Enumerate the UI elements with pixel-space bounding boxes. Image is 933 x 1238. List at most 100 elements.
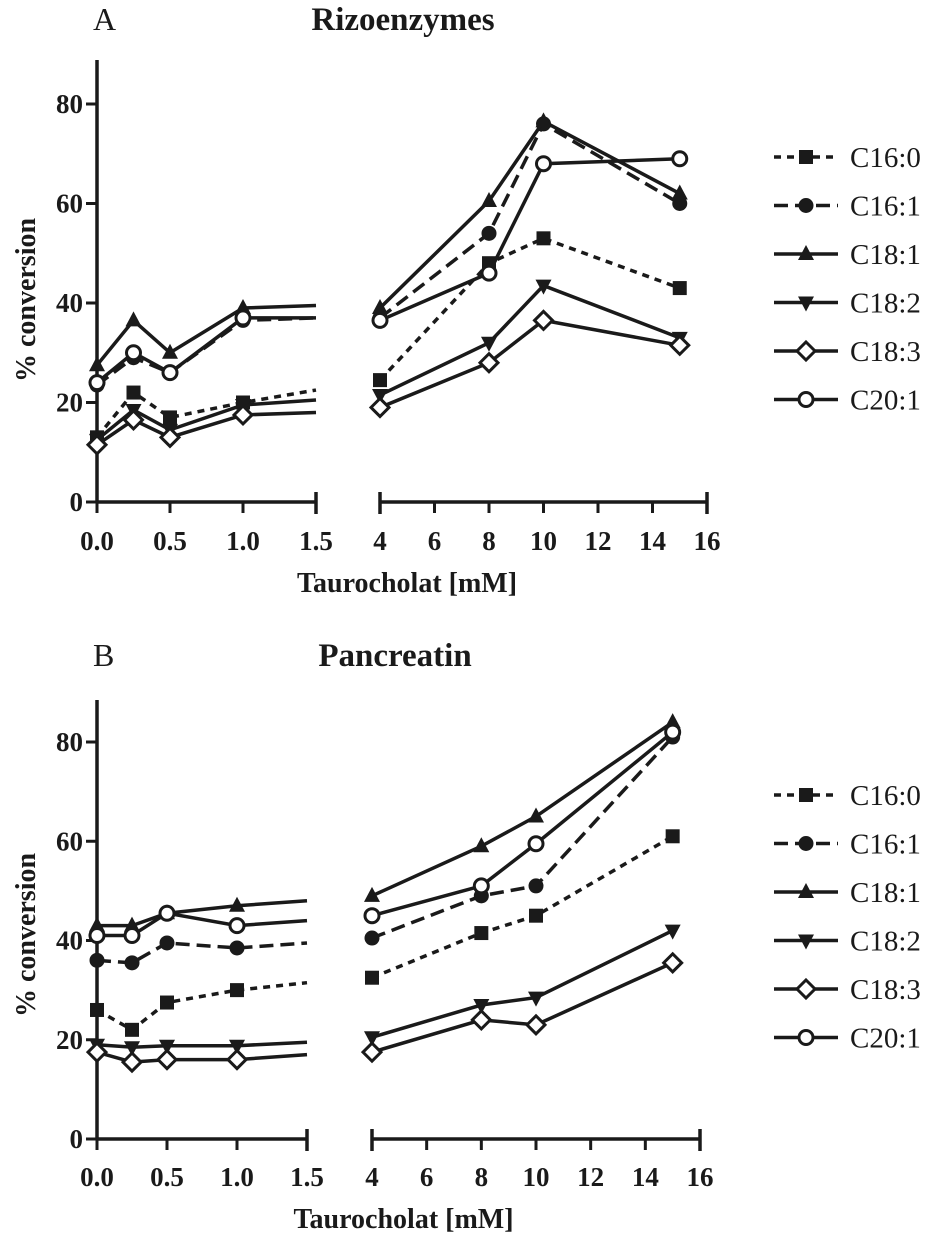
legend-marker xyxy=(797,1029,815,1046)
data-point xyxy=(234,309,252,327)
data-point xyxy=(228,917,246,935)
data-point xyxy=(535,155,552,173)
data-point xyxy=(532,309,555,332)
series-C20-1 xyxy=(88,723,682,945)
x-tick-label: 1.5 xyxy=(299,526,333,556)
legend-label: C20:1 xyxy=(850,385,921,417)
series-C18-1 xyxy=(89,713,681,932)
legend-label: C18:1 xyxy=(850,877,921,909)
data-point xyxy=(524,1013,548,1036)
data-point xyxy=(163,410,177,425)
data-point xyxy=(124,916,140,932)
data-point xyxy=(372,298,388,314)
data-point xyxy=(664,713,681,729)
legend-item: C18:3 xyxy=(774,974,921,1006)
series-line xyxy=(379,318,681,410)
data-point xyxy=(229,1039,245,1055)
legend-item: C16:0 xyxy=(774,780,921,812)
data-point xyxy=(88,927,106,945)
data-point xyxy=(535,279,552,295)
y-tick-label: 20 xyxy=(56,1025,83,1055)
x-tick-label: 0.5 xyxy=(153,526,187,556)
data-point xyxy=(364,886,380,902)
legend-item: C18:3 xyxy=(774,336,921,368)
data-point xyxy=(159,1039,175,1055)
x-tick-label: 8 xyxy=(475,1162,489,1192)
x-tick-label: 12 xyxy=(585,526,612,556)
panel-letter: B xyxy=(93,637,114,673)
x-tick-label: 8 xyxy=(482,526,496,556)
panel-a: A Rizoenzymes 0 20 40 60 80 % conversion 0.0 0.5 1… xyxy=(11,1,921,599)
data-point xyxy=(535,112,552,128)
legend-item: C16:1 xyxy=(774,829,921,861)
data-point xyxy=(364,1031,380,1047)
data-point xyxy=(89,356,105,372)
x-tick-label: 0.0 xyxy=(80,526,114,556)
data-point xyxy=(161,364,179,382)
legend-label: C16:0 xyxy=(850,142,921,174)
x-tick-label: 4 xyxy=(373,526,387,556)
data-point xyxy=(664,924,681,940)
series-C16-0 xyxy=(90,231,687,445)
x-tick-label: 14 xyxy=(639,526,666,556)
series-line xyxy=(371,961,674,1054)
y-tick-label: 80 xyxy=(56,89,83,119)
series-line xyxy=(371,834,674,980)
legend-marker xyxy=(794,977,818,1001)
data-point xyxy=(672,196,688,211)
x-tick-label: 6 xyxy=(428,526,442,556)
legend-label: C18:3 xyxy=(850,336,921,368)
x-tick-label: 12 xyxy=(577,1162,604,1192)
x-tick-label: 1.0 xyxy=(220,1162,254,1192)
x-tick-label: 10 xyxy=(523,1162,550,1192)
data-point xyxy=(360,1041,384,1064)
data-point xyxy=(671,184,688,200)
y-tick-label: 20 xyxy=(56,388,83,418)
data-point xyxy=(89,916,105,932)
legend-marker xyxy=(799,150,813,164)
data-point xyxy=(668,334,691,357)
data-point xyxy=(229,896,245,912)
series-line xyxy=(378,236,681,382)
data-point xyxy=(126,385,141,400)
data-point xyxy=(481,225,497,241)
data-point xyxy=(125,344,142,362)
legend-label: C18:2 xyxy=(850,288,921,320)
legend-item: C18:2 xyxy=(774,288,921,320)
legend-label: C16:1 xyxy=(850,191,921,223)
data-point xyxy=(124,1041,140,1057)
data-point xyxy=(527,835,545,853)
data-point xyxy=(364,930,380,946)
data-point xyxy=(473,999,490,1015)
series-line xyxy=(371,735,674,940)
data-point xyxy=(536,231,551,246)
series-line xyxy=(379,156,680,323)
series-C18-1 xyxy=(89,112,688,372)
x-tick-label: 14 xyxy=(632,1162,659,1192)
data-point xyxy=(664,723,682,741)
y-axis-title: % conversion xyxy=(11,218,42,383)
data-point xyxy=(123,927,141,945)
legend: C16:0 C16:1 C18:1 C18:2 C18:3 C20:1 xyxy=(774,780,921,1055)
legend-marker xyxy=(794,339,818,363)
data-point xyxy=(155,1048,179,1071)
x-axis-title: Taurocholat [mM] xyxy=(293,1204,513,1235)
data-point xyxy=(85,1041,109,1064)
data-point xyxy=(528,878,544,894)
data-point xyxy=(89,952,105,968)
legend-item: C18:1 xyxy=(774,877,921,909)
y-tick-label: 60 xyxy=(56,826,83,856)
data-point xyxy=(162,343,178,359)
series-C16-1 xyxy=(89,116,688,393)
data-point xyxy=(665,829,680,844)
data-point xyxy=(529,908,543,923)
legend-label: C20:1 xyxy=(850,1023,921,1055)
data-point xyxy=(160,995,174,1010)
series-C16-1 xyxy=(89,729,681,971)
legend-label: C16:1 xyxy=(850,829,921,861)
data-point xyxy=(235,298,251,314)
series-line xyxy=(371,929,674,1039)
data-point xyxy=(480,264,498,282)
x-tick-label: 10 xyxy=(530,526,557,556)
legend-label: C18:1 xyxy=(850,239,921,271)
